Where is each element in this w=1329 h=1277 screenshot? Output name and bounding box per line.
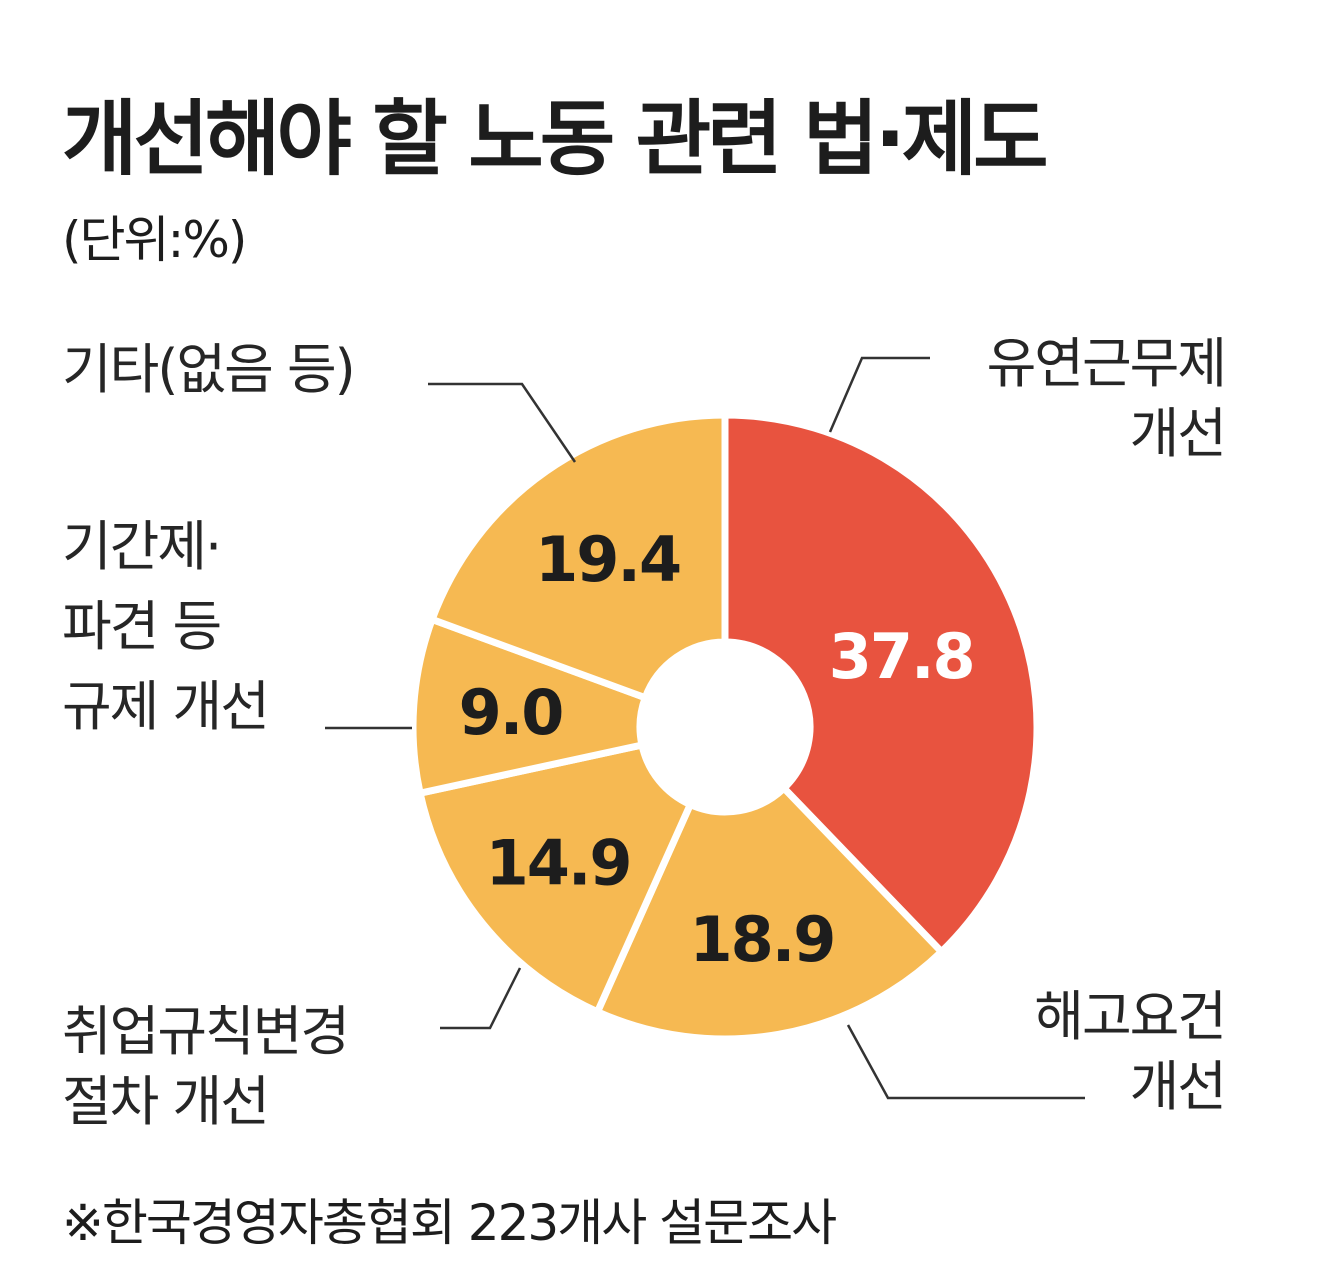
value-label-fixed-term: 9.0: [459, 676, 563, 749]
slice-work-rules: [415, 740, 695, 1017]
value-label-other: 19.4: [535, 523, 680, 596]
leader-line-dismissal: [846, 1024, 1085, 1100]
category-label-fixed-term: 파견 등: [62, 595, 220, 658]
slice-other: [427, 411, 729, 703]
chart-unit: (단위:%): [62, 211, 247, 269]
category-label-fixed-term: 규제 개선: [62, 675, 268, 738]
value-label-dismissal: 18.9: [689, 903, 834, 976]
category-label-work-rules: 절차 개선: [62, 1070, 268, 1133]
category-label-fixed-term: 기간제·: [62, 515, 220, 578]
chart-title: 개선해야 할 노동 관련 법·제도: [62, 92, 1049, 187]
leader-line-work-rules: [440, 967, 522, 1030]
value-label-work-rules: 14.9: [486, 826, 631, 899]
category-label-dismissal: 개선: [1130, 1055, 1225, 1118]
value-label-flexible-work: 37.8: [829, 620, 974, 693]
slice-dismissal: [592, 783, 947, 1043]
slice-fixed-term: [409, 614, 650, 798]
leader-line-flexible-work: [828, 356, 930, 433]
slice-flexible-work: [721, 411, 1041, 957]
category-label-flexible-work: 유연근무제: [987, 332, 1225, 395]
category-label-other: 기타(없음 등): [62, 338, 354, 401]
leader-line-other: [428, 382, 577, 463]
source-note: ※한국경영자총협회 223개사 설문조사: [62, 1194, 837, 1252]
category-label-work-rules: 취업규칙변경: [62, 1000, 348, 1063]
category-label-dismissal: 해고요건: [1034, 985, 1225, 1048]
category-label-flexible-work: 개선: [1130, 402, 1225, 465]
